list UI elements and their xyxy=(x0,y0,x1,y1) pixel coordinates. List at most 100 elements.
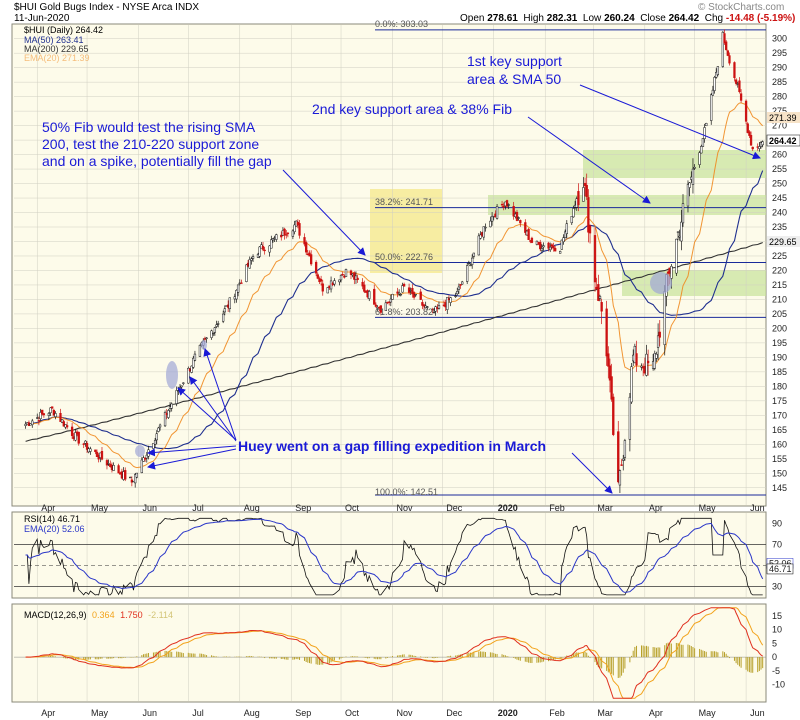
candle-body xyxy=(303,237,306,245)
candle-body xyxy=(434,306,437,312)
macd-value-3: -2.114 xyxy=(148,610,173,620)
candle-body xyxy=(354,275,358,280)
candle-body xyxy=(212,332,215,335)
candle-body xyxy=(129,476,132,479)
rsi-tag xyxy=(766,563,794,575)
tag-ma200-text: 229.65 xyxy=(769,237,797,247)
candle-body xyxy=(653,353,656,369)
y-tick-label: 160 xyxy=(772,439,787,449)
candle-body xyxy=(713,77,716,91)
y-tick-label: 155 xyxy=(772,454,787,464)
x-tick-label-bottom: May xyxy=(699,708,717,718)
rsi-tick: 70 xyxy=(772,540,782,550)
candle-body xyxy=(676,231,680,233)
candle-body xyxy=(205,337,208,339)
gap-oval-1 xyxy=(166,361,178,389)
candle-body xyxy=(527,228,530,240)
candle-body xyxy=(268,245,271,253)
candle-body xyxy=(374,304,378,307)
candle-body xyxy=(240,282,243,284)
candle-body xyxy=(471,257,474,265)
annotation-arrow xyxy=(579,84,761,160)
candle-body xyxy=(622,458,625,461)
high-value: 282.31 xyxy=(546,13,578,24)
candle-body xyxy=(670,266,673,279)
annotation-fib50-2: 200, test the 210-220 support zone xyxy=(42,136,259,152)
x-tick-label: Sep xyxy=(295,503,311,513)
x-tick-label-bottom: 2020 xyxy=(498,708,518,718)
candle-body xyxy=(175,390,178,404)
candle-body xyxy=(24,423,27,426)
candle-body xyxy=(449,297,452,303)
annotation-arrow xyxy=(147,448,237,470)
macd-panel-bg xyxy=(11,603,767,703)
tag-ema: 271.39 xyxy=(767,112,800,123)
y-tick-label: 285 xyxy=(772,77,787,87)
candle-body xyxy=(542,245,545,248)
candle-body xyxy=(145,454,148,459)
watermark: © StockCharts.com xyxy=(698,2,785,13)
candle-body xyxy=(562,237,565,242)
y-tick-label: 215 xyxy=(772,280,787,290)
candle-body xyxy=(89,448,92,452)
candle-body xyxy=(635,353,638,366)
candle-body xyxy=(658,331,661,338)
x-tick-label: Nov xyxy=(396,503,413,513)
candle-body xyxy=(459,284,462,286)
macd-value-1: 0.364 xyxy=(92,610,115,620)
fib-label-38: 38.2%: 241.71 xyxy=(375,197,433,207)
candle-body xyxy=(339,275,343,281)
y-tick-label: 150 xyxy=(772,468,787,478)
legend-rsi: RSI(14) 46.71 xyxy=(24,514,80,524)
annotation-fib50-1: 50% Fib would test the rising SMA xyxy=(42,119,256,135)
candle-body xyxy=(85,442,89,450)
candle-body xyxy=(746,123,749,133)
candle-body xyxy=(223,308,226,313)
price-y-axis: 145 150 155 160 165 170 175 180 185 190 195 200 205 2… xyxy=(772,34,787,493)
rsi-panel-bg xyxy=(11,511,767,599)
candle-body xyxy=(298,223,301,236)
candle-body xyxy=(502,205,505,208)
tag-close-text: 264.42 xyxy=(769,136,797,146)
y-tick-label: 170 xyxy=(772,410,787,420)
candle-body xyxy=(117,465,120,474)
candle-body xyxy=(280,234,283,238)
candle-body xyxy=(751,146,754,150)
candle-body xyxy=(39,412,42,419)
x-tick-label-bottom: Nov xyxy=(396,708,413,718)
candle-body xyxy=(95,451,99,458)
y-tick-label: 175 xyxy=(772,396,787,406)
candle-body xyxy=(623,440,627,458)
chg-value: -14.48 (-5.19%) xyxy=(725,13,796,24)
candle-body xyxy=(341,274,344,276)
candle-body xyxy=(271,238,275,241)
annotation-arrow xyxy=(177,387,237,441)
candle-body xyxy=(291,230,295,237)
zone-fib50 xyxy=(370,189,442,273)
candle-body xyxy=(646,360,650,364)
candle-body xyxy=(554,248,557,252)
gap-oval-2 xyxy=(201,340,207,350)
macd-tick: 0 xyxy=(772,652,777,662)
legend-price: $HUI (Daily) 264.42 xyxy=(24,25,103,35)
candle-body xyxy=(505,200,509,207)
open-label: Open xyxy=(460,13,485,24)
candle-body xyxy=(356,277,359,281)
candle-body xyxy=(477,235,480,256)
candle-body xyxy=(700,146,703,154)
candle-body xyxy=(686,184,690,207)
candle-body xyxy=(479,234,482,239)
y-tick-label: 190 xyxy=(772,352,787,362)
candle-body xyxy=(490,215,494,222)
candle-body xyxy=(222,313,225,322)
candle-body xyxy=(402,283,406,287)
candle-body xyxy=(338,279,341,283)
candle-body xyxy=(701,138,705,147)
candle-body xyxy=(49,407,52,414)
candle-body xyxy=(236,284,240,293)
y-tick-label: 260 xyxy=(772,150,787,160)
x-tick-label-bottom: Sep xyxy=(295,708,311,718)
chg-label: Chg xyxy=(704,13,724,24)
rsi-tick: 90 xyxy=(772,519,782,529)
